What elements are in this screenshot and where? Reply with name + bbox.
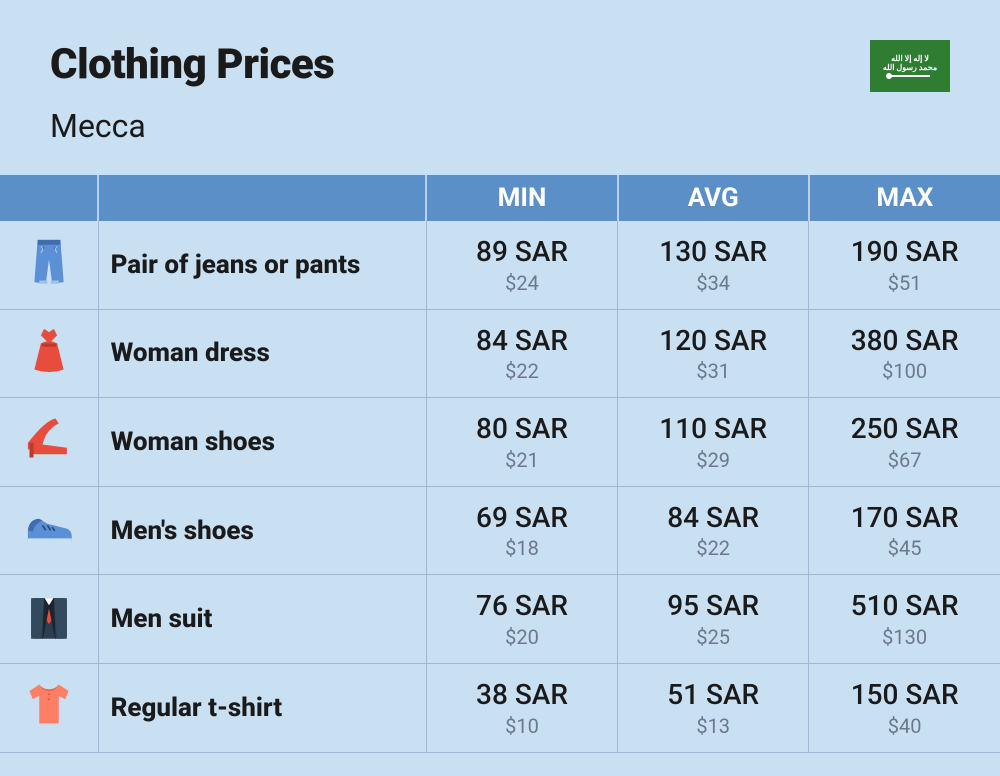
- header: Clothing Prices Mecca لا إله إلا اللهمحم…: [0, 0, 1000, 175]
- table-row: Woman shoes80 SAR$21110 SAR$29250 SAR$67: [0, 398, 1000, 487]
- jeans-icon: [0, 221, 98, 309]
- max-cell: 170 SAR$45: [809, 486, 1000, 575]
- tshirt-icon: [0, 663, 98, 752]
- avg-sub: $22: [618, 536, 808, 560]
- flag-saudi-arabia: لا إله إلا اللهمحمد رسول الله: [870, 40, 950, 92]
- avg-cell: 95 SAR$25: [618, 575, 809, 664]
- col-avg: AVG: [618, 175, 809, 221]
- avg-main: 110 SAR: [618, 412, 808, 446]
- avg-sub: $29: [618, 448, 808, 472]
- col-icon: [0, 175, 98, 221]
- avg-sub: $31: [618, 359, 808, 383]
- min-main: 84 SAR: [427, 324, 617, 358]
- table-row: Men's shoes69 SAR$1884 SAR$22170 SAR$45: [0, 486, 1000, 575]
- max-sub: $40: [809, 714, 1000, 738]
- avg-main: 51 SAR: [618, 678, 808, 712]
- flag-sword: [890, 75, 930, 77]
- flag-script: لا إله إلا اللهمحمد رسول الله: [883, 55, 937, 73]
- avg-main: 84 SAR: [618, 501, 808, 535]
- max-cell: 380 SAR$100: [809, 309, 1000, 398]
- max-main: 380 SAR: [809, 324, 1000, 358]
- min-sub: $18: [427, 536, 617, 560]
- min-main: 89 SAR: [427, 235, 617, 269]
- table-row: Woman dress84 SAR$22120 SAR$31380 SAR$10…: [0, 309, 1000, 398]
- min-main: 76 SAR: [427, 589, 617, 623]
- min-main: 69 SAR: [427, 501, 617, 535]
- page-subtitle: Mecca: [50, 107, 334, 145]
- max-main: 190 SAR: [809, 235, 1000, 269]
- min-sub: $10: [427, 714, 617, 738]
- avg-sub: $13: [618, 714, 808, 738]
- title-block: Clothing Prices Mecca: [50, 40, 334, 145]
- item-label: Regular t-shirt: [98, 663, 426, 752]
- max-sub: $51: [809, 271, 1000, 295]
- item-label: Woman shoes: [98, 398, 426, 487]
- min-cell: 89 SAR$24: [426, 221, 617, 309]
- max-sub: $100: [809, 359, 1000, 383]
- item-label: Woman dress: [98, 309, 426, 398]
- col-max: MAX: [809, 175, 1000, 221]
- min-cell: 84 SAR$22: [426, 309, 617, 398]
- max-sub: $45: [809, 536, 1000, 560]
- max-cell: 510 SAR$130: [809, 575, 1000, 664]
- max-cell: 190 SAR$51: [809, 221, 1000, 309]
- max-sub: $130: [809, 625, 1000, 649]
- max-main: 170 SAR: [809, 501, 1000, 535]
- max-sub: $67: [809, 448, 1000, 472]
- avg-sub: $34: [618, 271, 808, 295]
- avg-main: 120 SAR: [618, 324, 808, 358]
- avg-main: 130 SAR: [618, 235, 808, 269]
- avg-cell: 130 SAR$34: [618, 221, 809, 309]
- avg-cell: 110 SAR$29: [618, 398, 809, 487]
- item-label: Men's shoes: [98, 486, 426, 575]
- min-sub: $21: [427, 448, 617, 472]
- min-sub: $20: [427, 625, 617, 649]
- max-main: 250 SAR: [809, 412, 1000, 446]
- max-cell: 150 SAR$40: [809, 663, 1000, 752]
- min-cell: 69 SAR$18: [426, 486, 617, 575]
- col-item: [98, 175, 426, 221]
- page-title: Clothing Prices: [50, 40, 334, 89]
- max-cell: 250 SAR$67: [809, 398, 1000, 487]
- suit-icon: [0, 575, 98, 664]
- min-main: 80 SAR: [427, 412, 617, 446]
- table-row: Men suit76 SAR$2095 SAR$25510 SAR$130: [0, 575, 1000, 664]
- heel-icon: [0, 398, 98, 487]
- col-min: MIN: [426, 175, 617, 221]
- avg-cell: 120 SAR$31: [618, 309, 809, 398]
- avg-sub: $25: [618, 625, 808, 649]
- item-label: Men suit: [98, 575, 426, 664]
- min-main: 38 SAR: [427, 678, 617, 712]
- min-sub: $22: [427, 359, 617, 383]
- sneaker-icon: [0, 486, 98, 575]
- avg-main: 95 SAR: [618, 589, 808, 623]
- table-row: Pair of jeans or pants89 SAR$24130 SAR$3…: [0, 221, 1000, 309]
- table-header-row: MIN AVG MAX: [0, 175, 1000, 221]
- avg-cell: 84 SAR$22: [618, 486, 809, 575]
- min-cell: 38 SAR$10: [426, 663, 617, 752]
- price-table: MIN AVG MAX Pair of jeans or pants89 SAR…: [0, 175, 1000, 753]
- min-cell: 76 SAR$20: [426, 575, 617, 664]
- max-main: 510 SAR: [809, 589, 1000, 623]
- avg-cell: 51 SAR$13: [618, 663, 809, 752]
- min-cell: 80 SAR$21: [426, 398, 617, 487]
- item-label: Pair of jeans or pants: [98, 221, 426, 309]
- table-row: Regular t-shirt38 SAR$1051 SAR$13150 SAR…: [0, 663, 1000, 752]
- max-main: 150 SAR: [809, 678, 1000, 712]
- dress-icon: [0, 309, 98, 398]
- min-sub: $24: [427, 271, 617, 295]
